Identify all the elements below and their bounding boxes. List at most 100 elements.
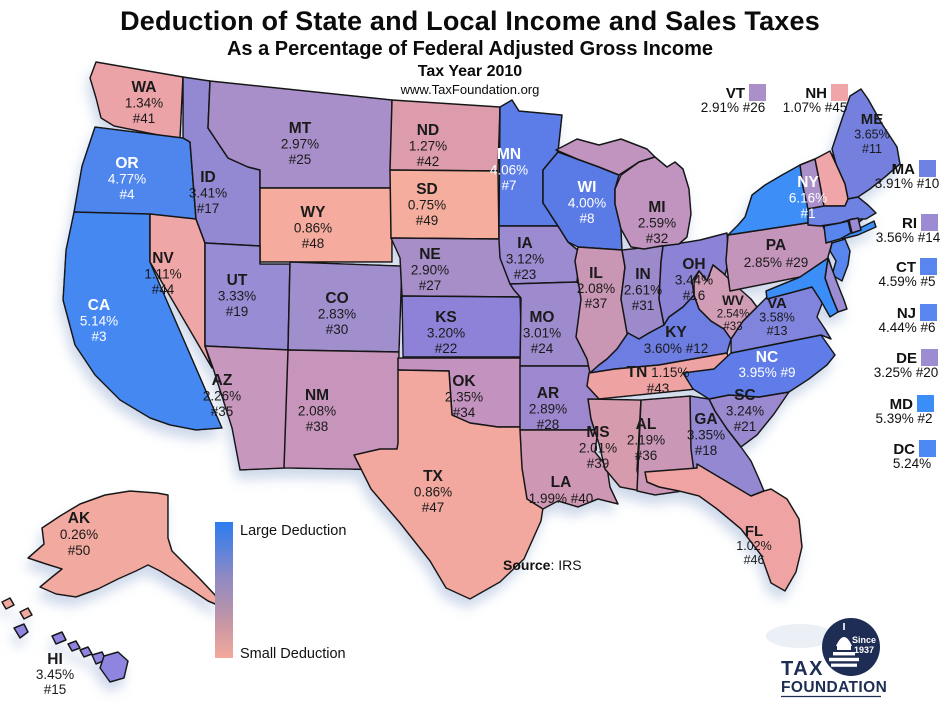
callout-de-swatch: [921, 349, 938, 366]
legend-large-label: Large Deduction: [240, 523, 346, 539]
state-wy-label: WY 0.86% #48: [294, 204, 332, 251]
callout-nj-swatch: [920, 304, 937, 321]
state-nv-label: NV 1.11% #44: [144, 250, 181, 297]
callout-md-swatch: [917, 395, 934, 412]
state-il-label: IL 2.08% #37: [577, 265, 615, 311]
state-ar-label: AR 2.89% #28: [529, 385, 567, 432]
state-or-label: OR 4.77% #4: [108, 155, 146, 202]
legend: Large Deduction Small Deduction: [215, 522, 346, 662]
state-hi-shape: [99, 651, 129, 683]
state-id-label: ID 3.41% #17: [189, 169, 227, 216]
logo-shadow-swoosh: [766, 624, 834, 648]
state-me-label: ME 3.65% #11: [854, 111, 889, 156]
state-va-label: VA 3.58% #13: [759, 295, 794, 338]
state-ne-label: NE 2.90% #27: [411, 246, 449, 293]
source-label: Source: [503, 557, 551, 573]
state-nd-shape: [389, 99, 501, 172]
state-co-label: CO 2.83% #30: [318, 290, 356, 337]
state-ia-label: IA 3.12% #23: [506, 235, 544, 282]
state-wa-label: WA 1.34% #41: [125, 79, 163, 126]
callout-ct: CT4.59% #5: [878, 258, 937, 289]
state-ak-label: AK 0.26% #50: [60, 510, 98, 558]
state-nc-shape: [682, 334, 836, 400]
state-wv-label: WV 2.54% #33: [717, 293, 750, 333]
state-hi-label: HI 3.45% #15: [36, 651, 74, 697]
state-wy-shape: [259, 187, 393, 263]
state-mt-label: MT 2.97% #25: [281, 120, 319, 167]
legend-small-label: Small Deduction: [240, 646, 346, 662]
state-ny-label: NY 6.16% #1: [789, 174, 827, 221]
callout-dc-swatch: [919, 440, 936, 457]
state-la-shape: [519, 429, 619, 510]
callout-ma: MA3.91% #10: [875, 160, 940, 191]
state-tn-label: TN 1.15% #43: [627, 364, 690, 396]
state-ri-shape: [848, 217, 862, 234]
state-ak-shape: [1, 597, 15, 610]
callout-ma-swatch: [919, 160, 936, 177]
map-labels-layer: WA 1.34% #41 OR 4.77% #4 CA 5.14% #3 NV 1.11% #44ID…: [36, 79, 890, 697]
state-mi-label: MI 2.59% #32: [638, 199, 676, 246]
state-mn-label: MN 4.06% #7: [490, 146, 528, 193]
callout-ri-value: 3.56% #14: [876, 230, 940, 245]
state-la-label: LA 1.99% #40: [529, 474, 594, 506]
state-az-label: AZ 2.26% #35: [203, 372, 241, 419]
state-hi-shape: [51, 631, 67, 645]
state-tx-shape: [353, 369, 550, 600]
source-note: Source: IRS: [503, 557, 582, 573]
state-hi-shape: [13, 623, 29, 639]
source-value: : IRS: [550, 557, 582, 573]
map-states-layer: [1, 61, 901, 683]
state-nc-label: NC 3.95% #9: [738, 349, 795, 380]
callout-dc-abbr: DC: [893, 441, 915, 458]
logo-foundation-text: FOUNDATION: [781, 679, 887, 696]
state-pa-label: PA 2.85% #29: [744, 237, 809, 270]
callout-ct-abbr: CT: [896, 259, 916, 276]
state-ks-label: KS 3.20% #22: [427, 309, 465, 356]
state-wi-label: WI 4.00% #8: [568, 179, 606, 226]
state-sd-label: SD 0.75% #49: [408, 181, 446, 228]
callout-ct-value: 4.59% #5: [878, 274, 935, 289]
callout-vt: VT2.91% #26: [701, 84, 766, 115]
callout-md: MD5.39% #2: [875, 395, 934, 426]
state-callouts-layer: VT2.91% #26 NH1.07% #45 MA3.91% #10 RI3.56%…: [701, 84, 940, 471]
state-tx-label: TX 0.86% #47: [414, 468, 452, 515]
state-mo-label: MO 3.01% #24: [523, 309, 561, 356]
callout-ri-abbr: RI: [902, 215, 917, 232]
state-ak-shape: [27, 490, 223, 608]
state-ok-label: OK 2.35% #34: [445, 373, 483, 420]
callout-nj-abbr: NJ: [897, 305, 916, 322]
state-sc-label: SC 3.24% #21: [726, 387, 764, 434]
callout-vt-value: 2.91% #26: [701, 100, 766, 115]
state-nm-label: NM 2.08% #38: [298, 387, 336, 434]
state-ut-label: UT 3.33% #19: [218, 272, 256, 319]
state-hi-shape: [79, 646, 93, 658]
state-al-label: AL 2.19% #36: [627, 416, 665, 463]
callout-md-abbr: MD: [890, 396, 913, 413]
state-ca-label: CA 5.14% #3: [80, 297, 118, 344]
state-fl-label: FL 1.02% #46: [736, 523, 771, 567]
capitol-dome-icon: [829, 623, 859, 667]
callout-nj-value: 4.44% #6: [878, 320, 935, 335]
callout-ri-swatch: [921, 214, 938, 231]
state-ct-shape: [823, 220, 852, 244]
callout-ma-abbr: MA: [892, 161, 915, 178]
state-wv-shape: [693, 264, 758, 340]
callout-md-value: 5.39% #2: [875, 411, 932, 426]
state-ky-label: KY 3.60% #12: [644, 324, 709, 356]
state-oh-label: OH 3.44% #16: [675, 256, 713, 303]
logo-since-label: Since: [852, 635, 876, 645]
legend-gradient-bar: [215, 522, 233, 658]
state-ak-shape: [19, 607, 33, 620]
state-fl-shape: [644, 463, 803, 592]
callout-ct-swatch: [920, 258, 937, 275]
callout-ma-value: 3.91% #10: [875, 176, 940, 191]
callout-vt-swatch: [749, 84, 766, 101]
logo-tax-text: TAX: [781, 658, 824, 680]
callout-de-value: 3.25% #20: [874, 365, 939, 380]
callout-nh-abbr: NH: [805, 85, 827, 102]
logo-year-label: 1937: [854, 645, 874, 655]
callout-de: DE3.25% #20: [874, 349, 939, 380]
callout-de-abbr: DE: [896, 350, 917, 367]
callout-nh-value: 1.07% #45: [783, 100, 848, 115]
